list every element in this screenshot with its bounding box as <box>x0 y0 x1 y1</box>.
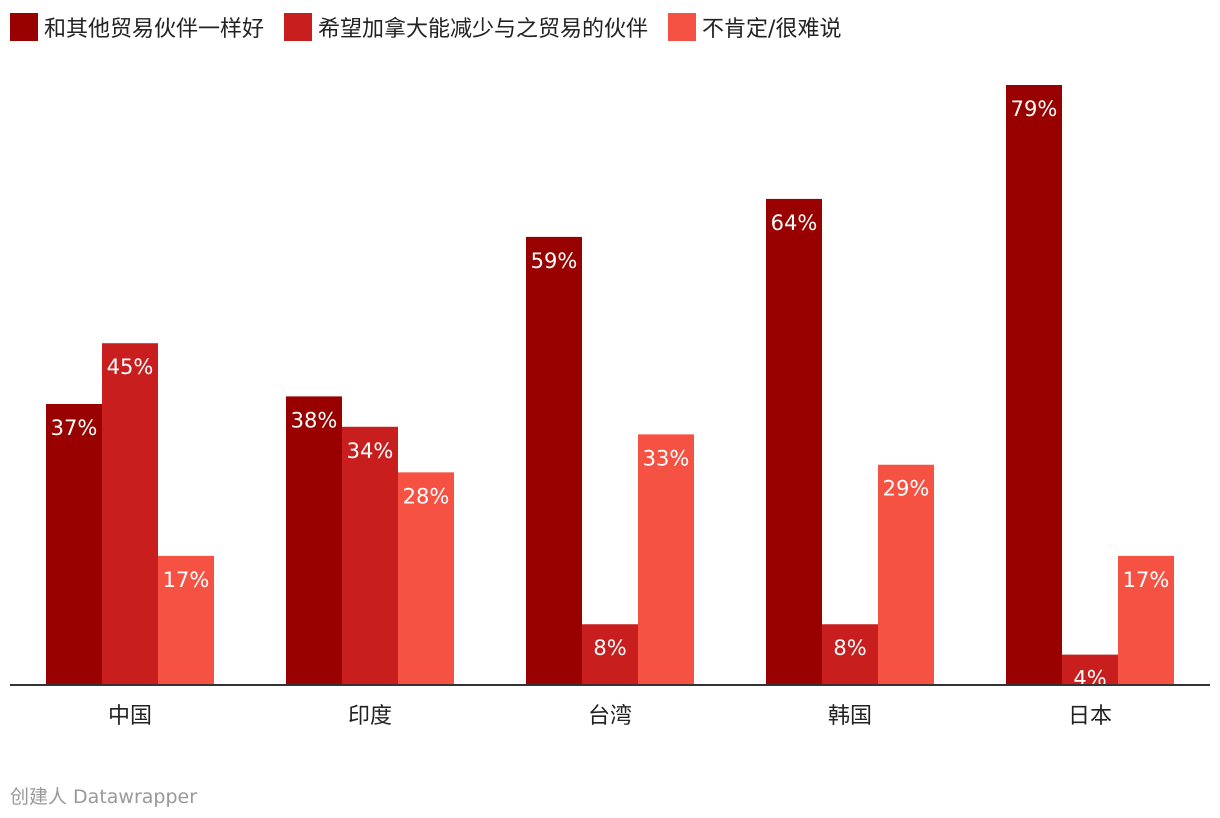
category-label-3: 韩国 <box>828 704 872 729</box>
legend-item-reduce: 希望加拿大能减少与之贸易的伙伴 <box>284 11 648 43</box>
bar-chart: 37% 45% 17% 38% 34% 28% 59% 8% 33% 64% 8% 29% 79% 4% 1… <box>10 85 1210 729</box>
bar-label-1-1: 34% <box>347 439 394 463</box>
category-label-0: 中国 <box>108 704 152 729</box>
category-label-4: 日本 <box>1068 704 1112 729</box>
bars-group: 37% 45% 17% 38% 34% 28% 59% 8% 33% 64% 8% 29% 79% 4% 1… <box>46 85 1174 691</box>
category-label-2: 台湾 <box>588 704 632 729</box>
bar-4-1 <box>1062 654 1118 685</box>
bar-label-3-1: 8% <box>833 636 866 660</box>
bar-label-3-0: 64% <box>771 211 818 235</box>
bar-label-2-1: 8% <box>593 636 626 660</box>
bar-0-1 <box>102 343 158 685</box>
bar-1-0 <box>286 396 342 685</box>
legend-item-unsure: 不肯定/很难说 <box>668 11 841 43</box>
legend-label-unsure: 不肯定/很难说 <box>702 17 842 42</box>
legend-item-equal: 和其他贸易伙伴一样好 <box>10 11 264 43</box>
bar-3-0 <box>766 198 822 685</box>
footer-credit: 创建人 Datawrapper <box>10 786 198 808</box>
bar-4-0 <box>1006 85 1062 685</box>
bar-0-0 <box>46 403 102 685</box>
bar-1-1 <box>342 426 398 685</box>
bar-label-0-1: 45% <box>107 355 154 379</box>
bar-3-2 <box>878 464 934 685</box>
legend-label-equal: 和其他贸易伙伴一样好 <box>44 17 265 42</box>
bar-label-4-1: 4% <box>1073 667 1106 691</box>
legend-swatch-equal <box>10 13 38 41</box>
bar-label-1-2: 28% <box>403 484 450 508</box>
bar-label-2-2: 33% <box>643 446 690 470</box>
bar-label-4-0: 79% <box>1011 97 1058 121</box>
bar-label-4-2: 17% <box>1123 568 1170 592</box>
bar-label-0-2: 17% <box>163 568 210 592</box>
bar-label-2-0: 59% <box>531 249 578 273</box>
bar-label-3-2: 29% <box>883 477 930 501</box>
bar-1-2 <box>398 472 454 685</box>
legend-label-reduce: 希望加拿大能减少与之贸易的伙伴 <box>318 17 649 42</box>
bar-2-0 <box>526 236 582 685</box>
category-label-1: 印度 <box>348 704 392 729</box>
bar-3-1 <box>822 624 878 685</box>
legend: 和其他贸易伙伴一样好 希望加拿大能减少与之贸易的伙伴 不肯定/很难说 <box>10 12 861 42</box>
bar-0-2 <box>158 555 214 685</box>
bar-2-2 <box>638 434 694 685</box>
bar-4-2 <box>1118 555 1174 685</box>
legend-swatch-reduce <box>284 13 313 41</box>
bar-label-0-0: 37% <box>51 416 98 440</box>
bar-label-1-0: 38% <box>291 408 338 432</box>
legend-swatch-unsure <box>668 13 697 41</box>
category-labels-group: 中国 印度 台湾 韩国 日本 <box>108 704 1112 729</box>
bar-2-1 <box>582 624 638 685</box>
